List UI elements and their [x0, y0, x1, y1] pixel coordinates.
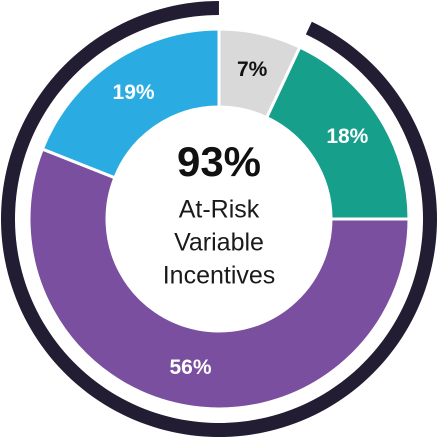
- donut-segment: [40, 27, 221, 180]
- center-value: 93%: [177, 138, 261, 185]
- segment-label: 7%: [237, 58, 268, 81]
- segment-label: 19%: [113, 81, 155, 104]
- segment-label: 18%: [326, 125, 368, 148]
- donut-segment: [27, 147, 411, 411]
- center-text: Incentives: [163, 262, 276, 290]
- segment-label: 56%: [170, 356, 212, 379]
- center-text: Variable: [174, 229, 264, 257]
- center-text: At-Risk: [179, 196, 260, 224]
